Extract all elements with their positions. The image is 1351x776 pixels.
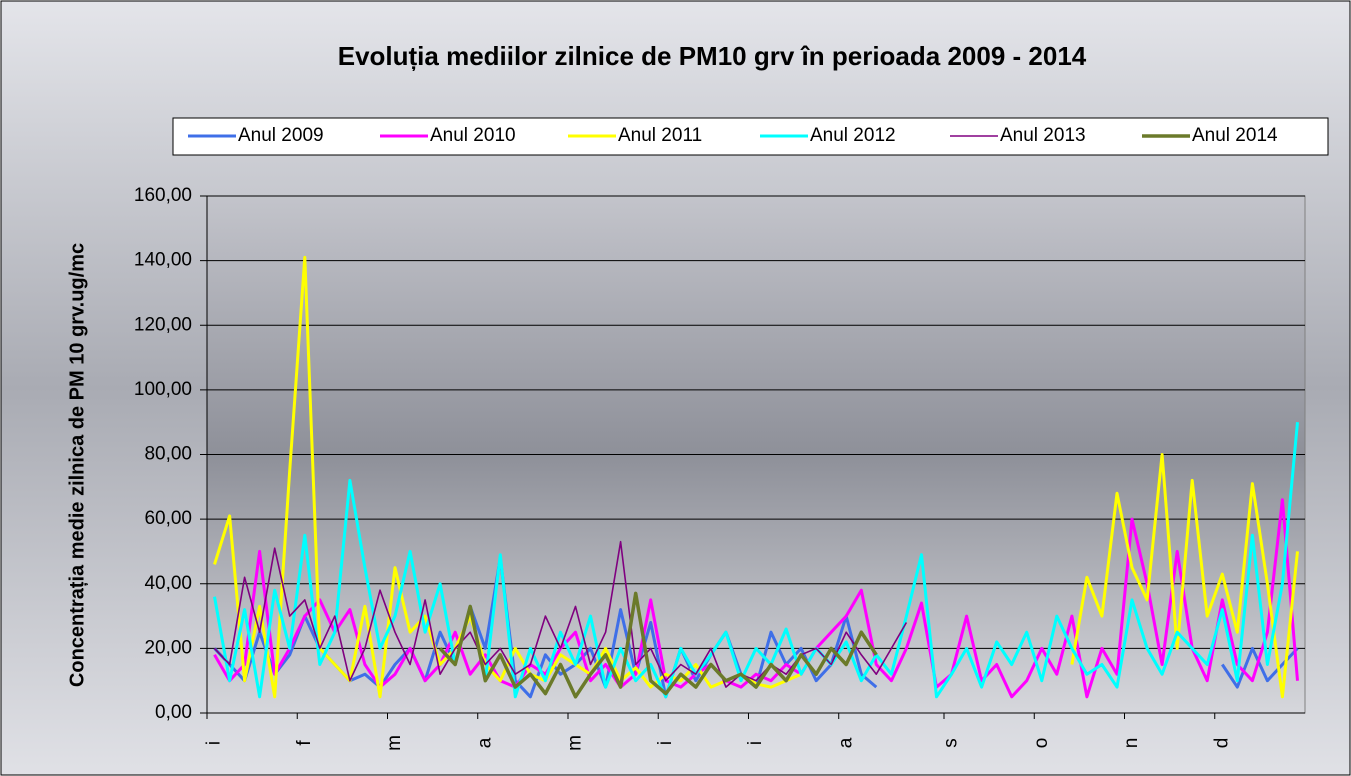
legend-label: Anul 2009 — [238, 125, 324, 146]
y-tick-label: 80,00 — [144, 444, 192, 465]
y-tick-label: 40,00 — [144, 573, 192, 594]
y-tick-label: 20,00 — [144, 637, 192, 658]
y-tick-label: 60,00 — [144, 508, 192, 529]
x-tick-label: a — [474, 737, 495, 748]
y-tick-label: 120,00 — [134, 314, 192, 335]
x-tick-label: d — [1211, 738, 1232, 749]
x-tick-label: o — [1031, 738, 1052, 749]
y-tick-label: 0,00 — [155, 702, 192, 723]
x-tick-label: a — [835, 737, 856, 748]
legend-label: Anul 2012 — [810, 125, 896, 146]
x-tick-label: n — [1121, 738, 1142, 749]
legend-box — [172, 117, 1329, 156]
x-tick-label: i — [204, 741, 225, 745]
y-tick-label: 140,00 — [134, 250, 192, 271]
legend-label: Anul 2011 — [618, 125, 702, 146]
y-tick-label: 160,00 — [134, 185, 192, 206]
x-tick-label: m — [384, 735, 405, 751]
x-tick-label: i — [745, 741, 766, 745]
x-tick-label: s — [941, 738, 962, 748]
chart-title: Evoluția mediilor zilnice de PM10 grv în… — [338, 41, 1087, 71]
legend-label: Anul 2013 — [1000, 125, 1086, 146]
lines — [213, 255, 1299, 699]
series-line — [438, 591, 878, 699]
x-tick-label: i — [655, 741, 676, 745]
legend-label: Anul 2014 — [1192, 125, 1278, 146]
y-tick-label: 100,00 — [134, 379, 192, 400]
y-axis-title: Concentrația medie zilnica de PM 10 grv.… — [66, 243, 88, 687]
series-line — [213, 422, 1299, 699]
series-line — [213, 540, 908, 688]
x-tick-label: f — [294, 740, 315, 746]
grid — [200, 195, 1305, 719]
legend-label: Anul 2010 — [430, 125, 516, 146]
x-tick-label: m — [565, 735, 586, 751]
series-line — [213, 498, 1299, 699]
